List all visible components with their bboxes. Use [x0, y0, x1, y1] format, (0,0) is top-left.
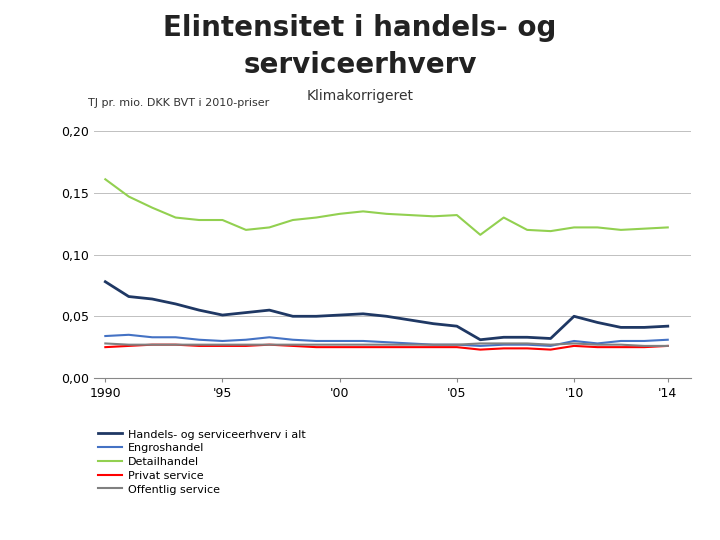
Text: Klimakorrigeret: Klimakorrigeret — [307, 89, 413, 103]
Text: Elintensitet i handels- og: Elintensitet i handels- og — [163, 14, 557, 42]
Legend: Handels- og serviceerhverv i alt, Engroshandel, Detailhandel, Privat service, Of: Handels- og serviceerhverv i alt, Engros… — [94, 424, 310, 499]
Text: TJ pr. mio. DKK BVT i 2010-priser: TJ pr. mio. DKK BVT i 2010-priser — [88, 98, 269, 109]
Text: serviceerhverv: serviceerhverv — [243, 51, 477, 79]
